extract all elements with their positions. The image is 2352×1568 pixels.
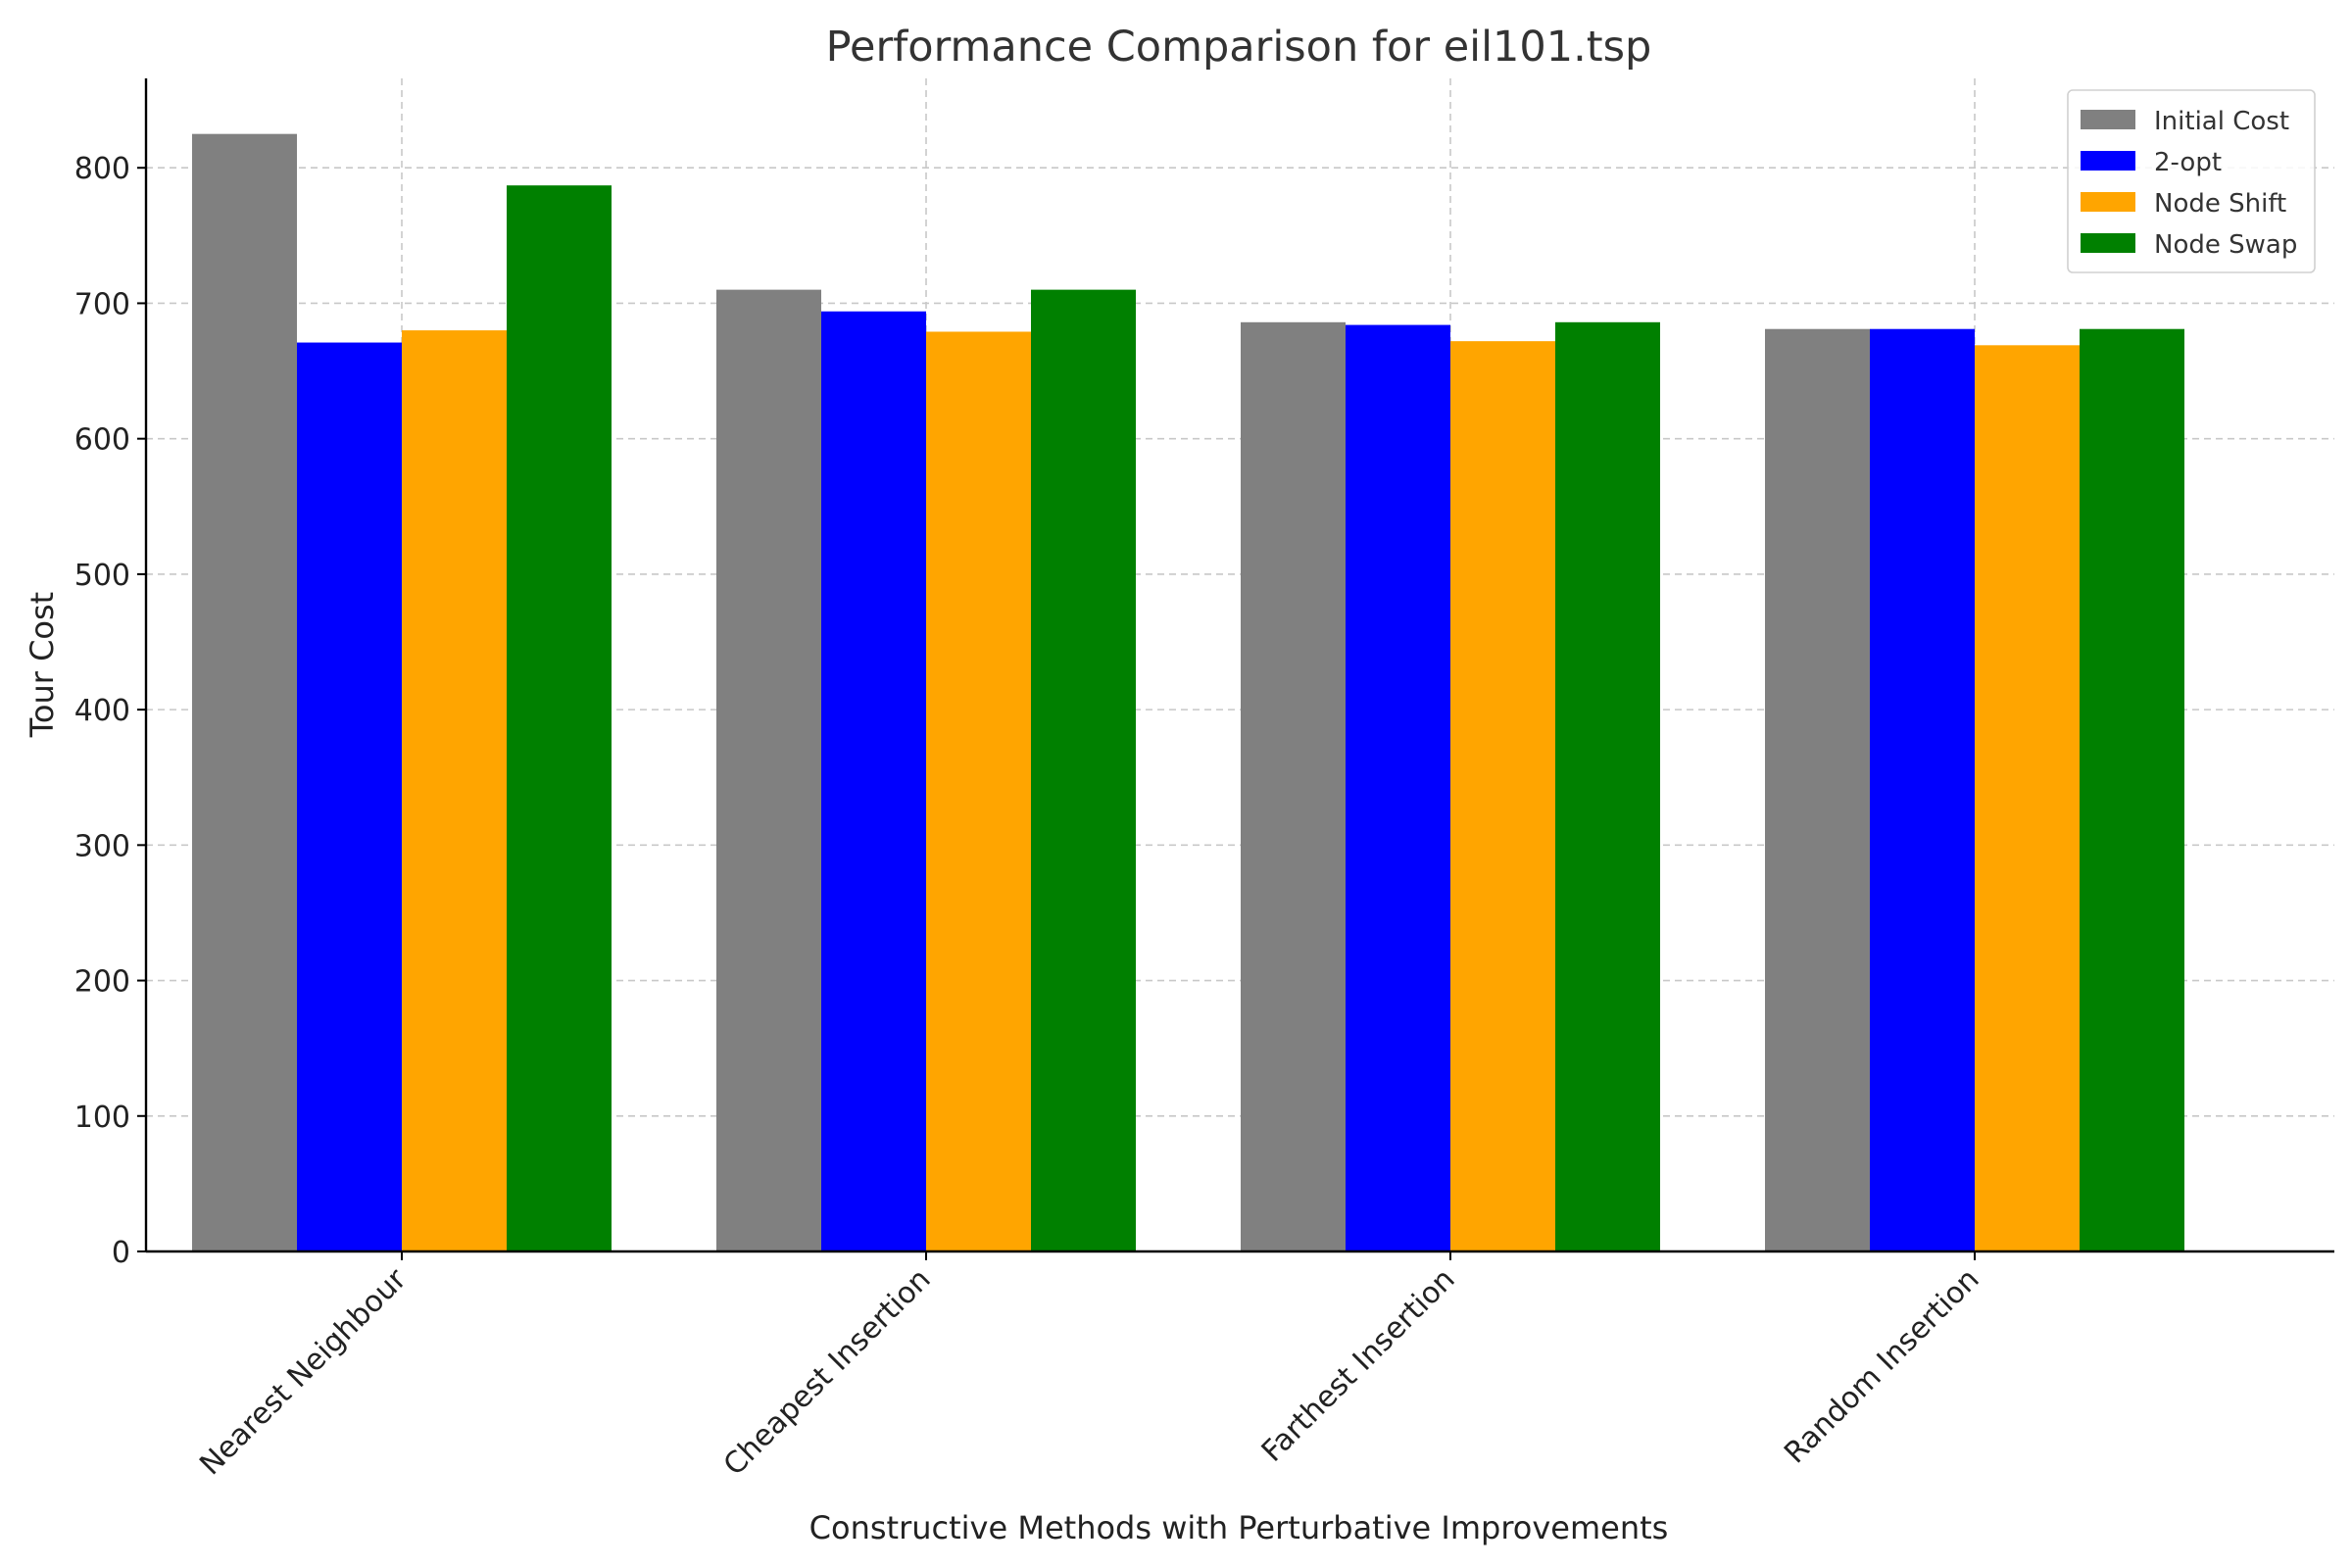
legend-label: 2-opt [2154, 148, 2222, 177]
legend-label: Initial Cost [2154, 107, 2289, 136]
legend-label: Node Shift [2154, 189, 2286, 219]
bar-initial-cost-cheapest-insertion [716, 289, 821, 1251]
bar-initial-cost-random-insertion [1765, 328, 1870, 1251]
bar-node-shift-cheapest-insertion [926, 331, 1031, 1251]
bar-node-shift-farthest-insertion [1450, 341, 1555, 1251]
legend: Initial Cost 2-opt Node Shift Node Swap [2067, 89, 2316, 273]
y-axis-label: Tour Cost [24, 592, 61, 738]
legend-swatch [2081, 233, 2135, 253]
bar-node-shift-random-insertion [1975, 345, 2080, 1251]
x-tick-label: Nearest Neighbour [193, 1261, 414, 1482]
y-tick-label: 0 [112, 1236, 130, 1270]
bar-node-swap-random-insertion [2080, 328, 2184, 1251]
y-tick-label: 700 [74, 287, 130, 321]
bar-node-swap-nearest-neighbour [507, 185, 612, 1251]
legend-swatch [2081, 151, 2135, 171]
legend-frame [2067, 89, 2316, 273]
y-tick-label: 600 [74, 423, 130, 458]
bar-node-shift-nearest-neighbour [402, 330, 507, 1251]
legend-swatch [2081, 192, 2135, 212]
legend-label: Node Swap [2154, 230, 2297, 260]
chart-title: Performance Comparison for eil101.tsp [826, 23, 1652, 72]
x-axis-label: Constructive Methods with Perturbative I… [809, 1509, 1669, 1546]
y-tick-label: 200 [74, 965, 130, 1000]
x-tick-label: Cheapest Insertion [717, 1262, 938, 1483]
bar-2-opt-cheapest-insertion [821, 311, 926, 1251]
bar-initial-cost-nearest-neighbour [192, 133, 297, 1251]
y-tick-label: 800 [74, 152, 130, 186]
y-tick-label: 300 [74, 829, 130, 863]
bar-node-swap-cheapest-insertion [1031, 289, 1136, 1251]
bar-2-opt-random-insertion [1870, 328, 1975, 1251]
y-tick-label: 400 [74, 694, 130, 728]
bar-2-opt-farthest-insertion [1346, 324, 1450, 1252]
bar-2-opt-nearest-neighbour [297, 342, 402, 1251]
bar-initial-cost-farthest-insertion [1241, 321, 1346, 1251]
legend-swatch [2081, 110, 2135, 129]
bars-layer [192, 133, 2184, 1252]
bar-node-swap-farthest-insertion [1555, 321, 1660, 1251]
y-tick-label: 500 [74, 559, 130, 593]
x-tick-label: Farthest Insertion [1255, 1262, 1462, 1469]
y-tick-label: 100 [74, 1101, 130, 1135]
x-tick-label: Random Insertion [1778, 1262, 1985, 1470]
